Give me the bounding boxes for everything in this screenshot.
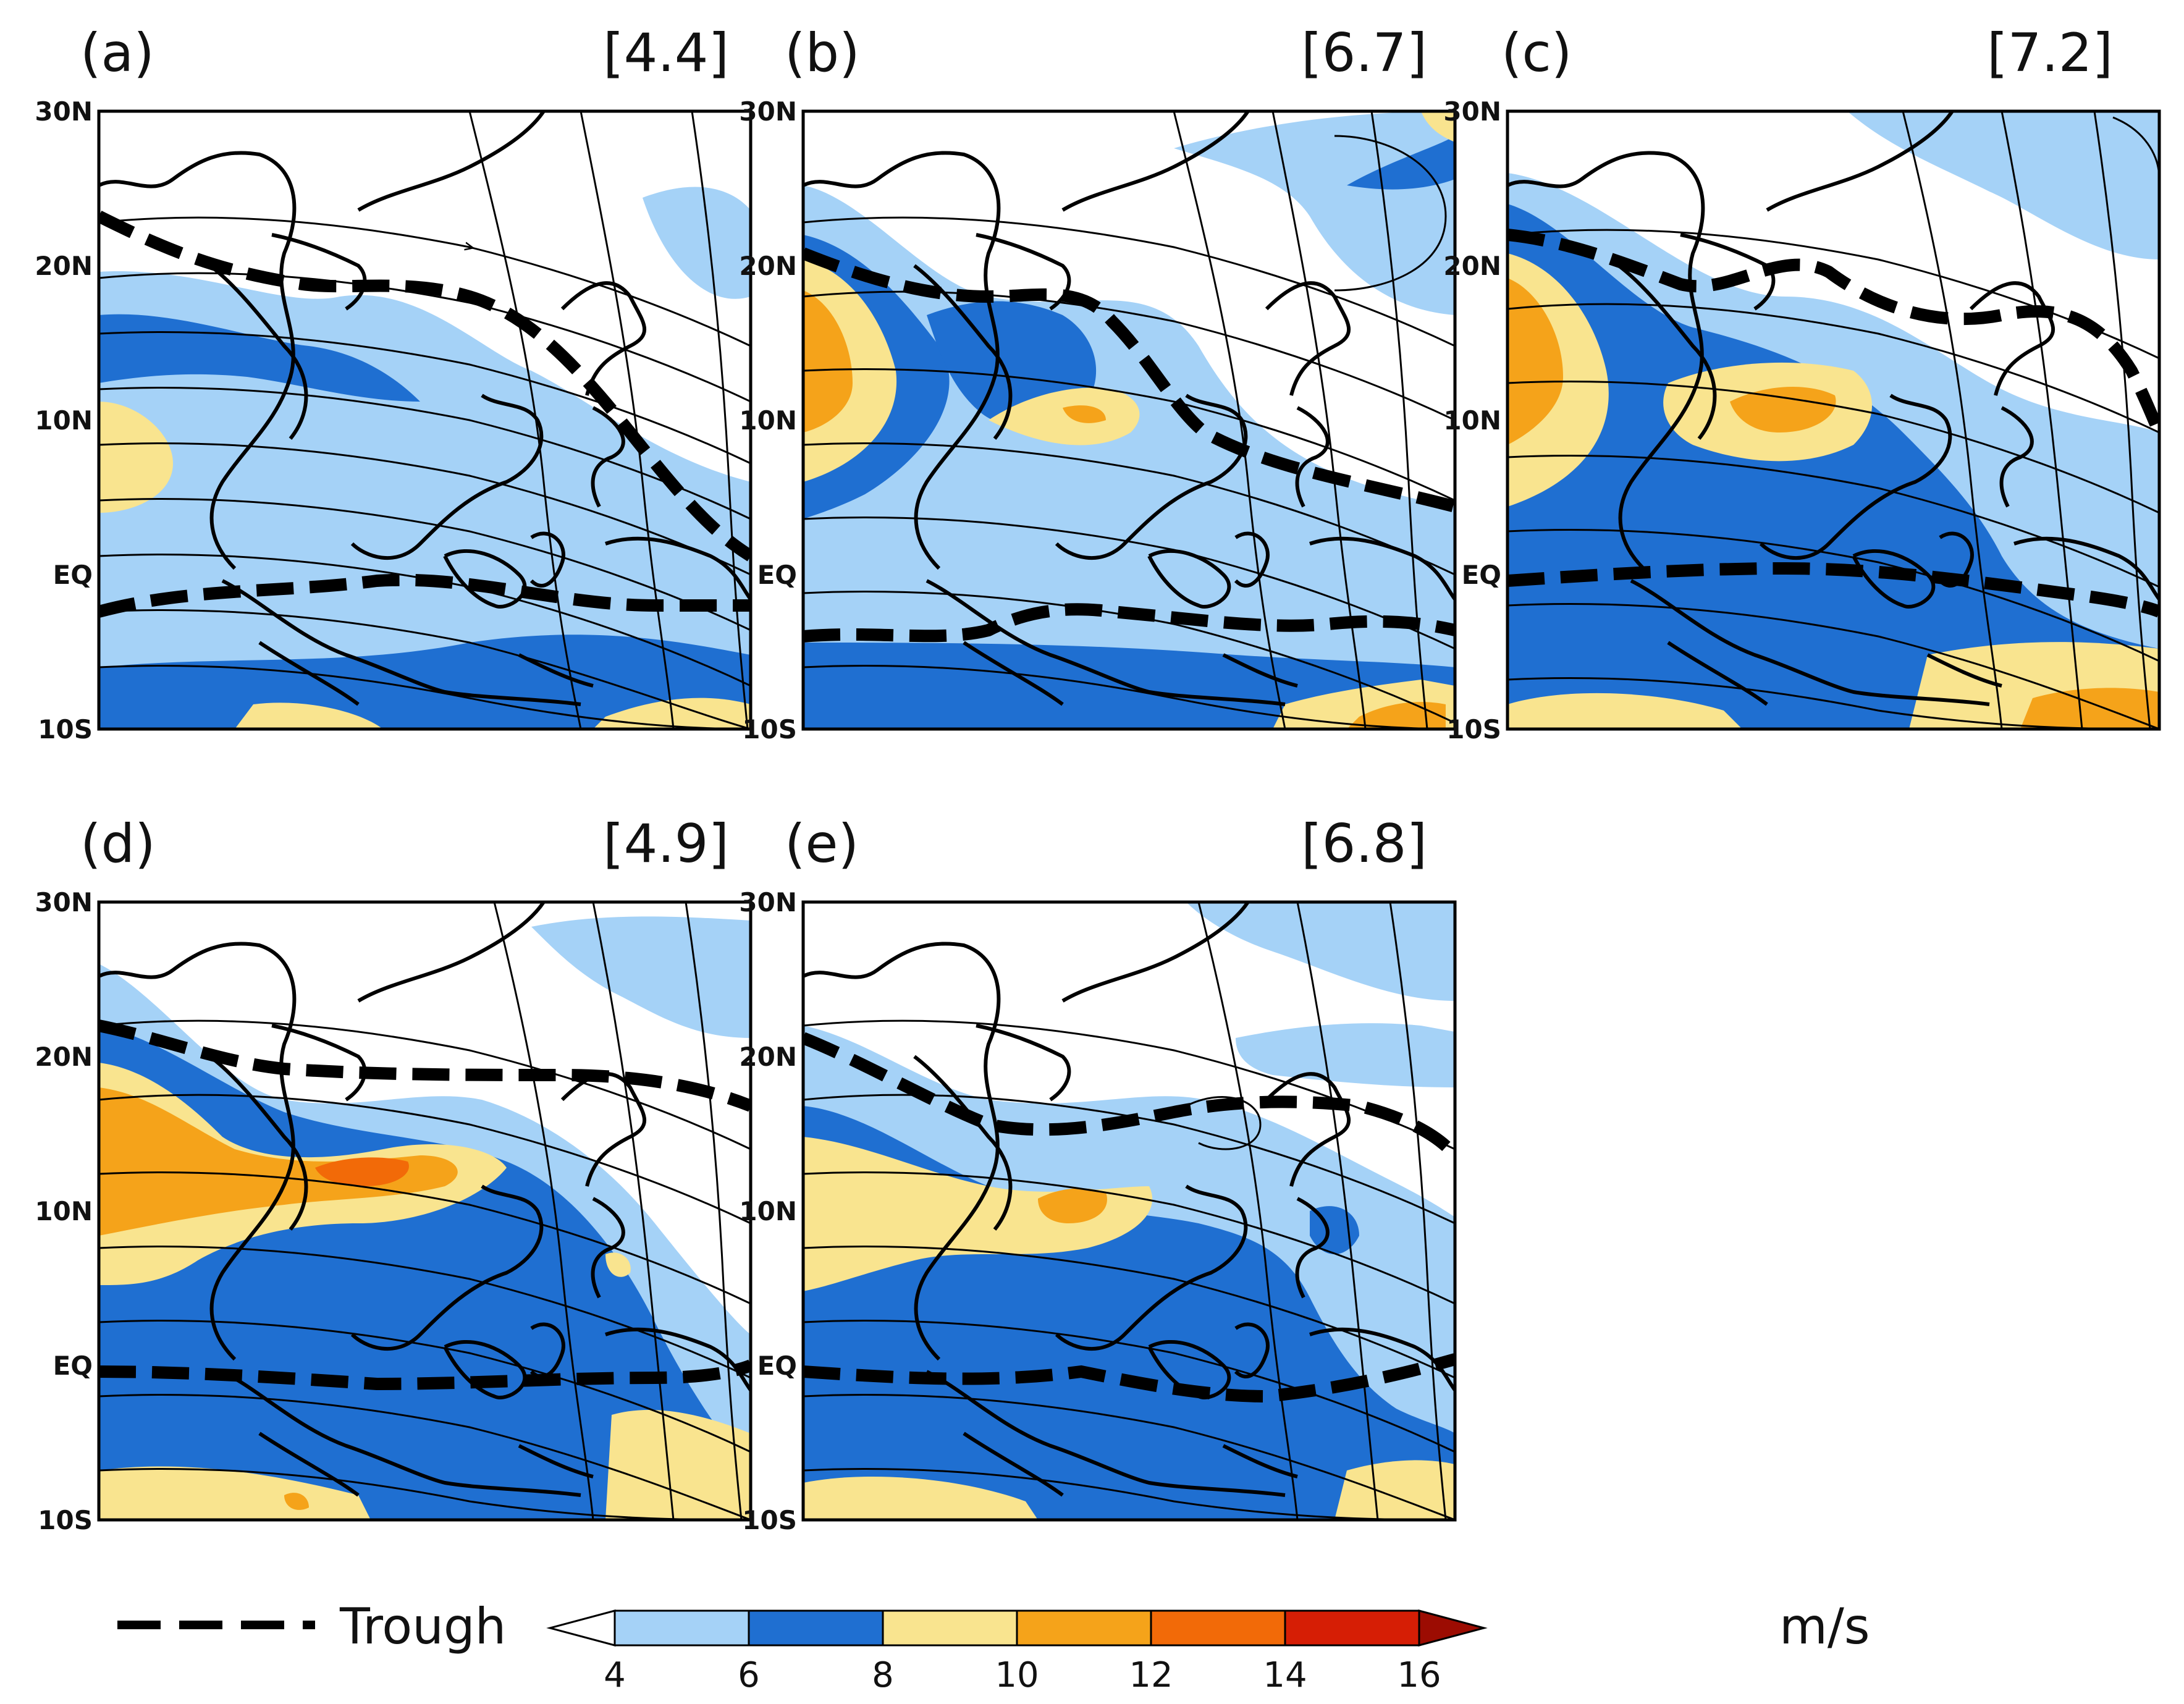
panel-c: (c) [7.2] 30N 20N 10N EQ 10S xyxy=(1443,22,2161,744)
coastlines xyxy=(803,902,1455,1497)
panel-b-label: (b) xyxy=(785,22,860,84)
trough-lines xyxy=(803,247,1455,643)
panel-b-frame xyxy=(801,109,1457,731)
panel-a-map xyxy=(99,111,751,729)
panel-c-label: (c) xyxy=(1501,22,1572,84)
panel-a: (a) [4.4] 30N 20N 10N EQ 10S xyxy=(35,22,753,744)
panel-a-lat-labels: 30N 20N 10N EQ 10S xyxy=(35,96,93,744)
panel-d: (d) [4.9] 30N 20N 10N EQ 10S xyxy=(35,813,753,1535)
panel-e-lat-20n: 20N xyxy=(739,1042,797,1072)
streamlines xyxy=(803,111,1455,729)
colorbar-bin-6-8 xyxy=(748,1609,884,1647)
panel-e-value: [6.8] xyxy=(1301,813,1427,875)
panel-c-lat-10n: 10N xyxy=(1443,405,1501,436)
panel-b-lat-labels: 30N 20N 10N EQ 10S xyxy=(739,96,797,744)
panel-b-value: [6.7] xyxy=(1301,22,1427,84)
colorbar-ticks: 4 6 8 10 12 14 16 xyxy=(604,1655,1441,1695)
panel-e-lat-30n: 30N xyxy=(739,887,797,917)
colorbar-bin-14-16 xyxy=(1284,1609,1420,1647)
trough-lines xyxy=(99,211,751,618)
colorbar-tick-4: 4 xyxy=(604,1655,626,1695)
colorbar-above-max xyxy=(1418,1609,1488,1647)
trough-legend-label: Trough xyxy=(339,1598,506,1655)
panel-d-lat-30n: 30N xyxy=(35,887,93,917)
panel-a-value: [4.4] xyxy=(603,22,729,84)
panel-c-lat-eq: EQ xyxy=(1462,560,1501,590)
panel-c-frame xyxy=(1506,109,2161,731)
panel-e-lat-10n: 10N xyxy=(739,1196,797,1226)
colorbar-tick-16: 16 xyxy=(1397,1655,1441,1695)
panel-b-lat-eq: EQ xyxy=(757,560,797,590)
panel-e-lat-eq: EQ xyxy=(757,1351,797,1381)
panel-a-lat-30n: 30N xyxy=(35,96,93,127)
panel-d-lat-labels: 30N 20N 10N EQ 10S xyxy=(35,887,93,1535)
panel-d-label: (d) xyxy=(80,813,156,875)
panel-b-lat-20n: 20N xyxy=(739,251,797,281)
trough-lines xyxy=(803,1032,1455,1403)
coastlines xyxy=(1507,111,2159,706)
panel-a-lat-10s: 10S xyxy=(38,714,93,744)
panel-b-lat-30n: 30N xyxy=(739,96,797,127)
panel-e-map xyxy=(803,902,1455,1520)
panel-e: (e) [6.8] 30N 20N 10N EQ 10S xyxy=(739,813,1457,1535)
panel-d-map xyxy=(99,902,751,1520)
colorbar-tick-10: 10 xyxy=(995,1655,1039,1695)
panel-b: (b) [6.7] 30N 20N 10N EQ 10S xyxy=(739,22,1457,744)
colorbar-unit: m/s xyxy=(1779,1598,1870,1655)
panel-c-map xyxy=(1507,111,2159,729)
panel-c-value: [7.2] xyxy=(1987,22,2113,84)
trough-lines xyxy=(99,1019,751,1391)
panel-c-lat-30n: 30N xyxy=(1443,96,1501,127)
panel-c-lat-20n: 20N xyxy=(1443,251,1501,281)
streamlines xyxy=(99,902,751,1520)
colorbar-below-min xyxy=(546,1609,616,1647)
panel-d-lat-10s: 10S xyxy=(38,1505,93,1535)
panel-a-lat-eq: EQ xyxy=(53,560,93,590)
panel-d-lat-20n: 20N xyxy=(35,1042,93,1072)
panel-a-lat-20n: 20N xyxy=(35,251,93,281)
panel-e-label: (e) xyxy=(785,813,859,875)
panel-e-lat-10s: 10S xyxy=(742,1505,797,1535)
colorbar-tick-8: 8 xyxy=(872,1655,894,1695)
colorbar-bin-12-14 xyxy=(1150,1609,1286,1647)
panel-c-lat-labels: 30N 20N 10N EQ 10S xyxy=(1443,96,1501,744)
panel-c-lat-10s: 10S xyxy=(1446,714,1501,744)
panel-e-frame xyxy=(801,900,1457,1522)
trough-legend: Trough xyxy=(117,1598,506,1655)
colorbar: 4 6 8 10 12 14 16 m/s xyxy=(546,1598,1870,1695)
trough-lines xyxy=(1507,229,2159,618)
colorbar-tick-6: 6 xyxy=(738,1655,760,1695)
panel-e-lat-labels: 30N 20N 10N EQ 10S xyxy=(739,887,797,1535)
panel-d-lat-10n: 10N xyxy=(35,1196,93,1226)
panel-b-map xyxy=(803,111,1455,729)
colorbar-bin-10-12 xyxy=(1016,1609,1152,1647)
colorbar-tick-14: 14 xyxy=(1263,1655,1307,1695)
colorbar-tick-12: 12 xyxy=(1129,1655,1173,1695)
panel-b-lat-10s: 10S xyxy=(742,714,797,744)
panel-d-value: [4.9] xyxy=(603,813,729,875)
panel-d-frame xyxy=(97,900,753,1522)
panel-a-lat-10n: 10N xyxy=(35,405,93,436)
colorbar-bin-4-6 xyxy=(613,1609,750,1647)
panel-a-frame xyxy=(97,109,753,731)
streamlines xyxy=(99,111,751,729)
panel-b-lat-10n: 10N xyxy=(739,405,797,436)
panel-d-lat-eq: EQ xyxy=(53,1351,93,1381)
panel-a-label: (a) xyxy=(80,22,154,84)
colorbar-bin-8-10 xyxy=(882,1609,1018,1647)
